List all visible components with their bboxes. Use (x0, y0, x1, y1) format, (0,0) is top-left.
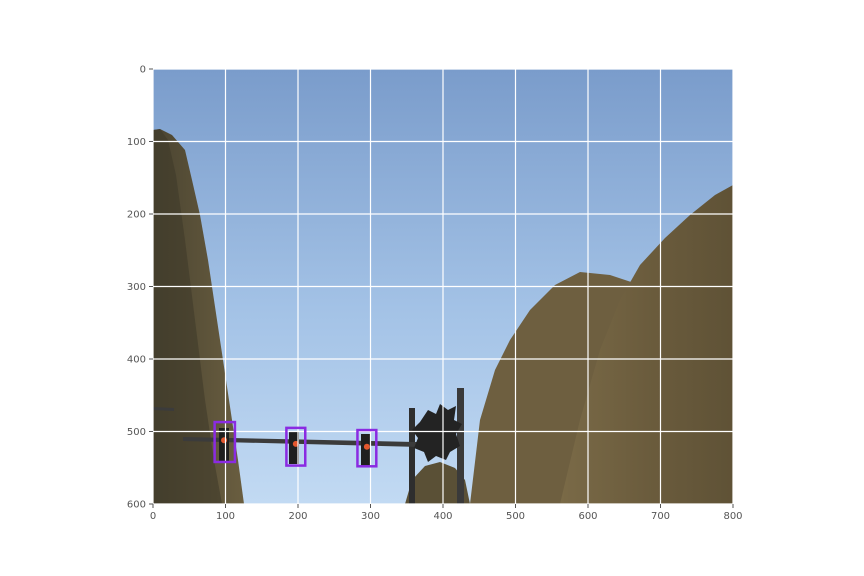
traffic-light-1-lamp (221, 437, 228, 444)
x-axis: 0 100 200 300 400 500 600 700 800 (150, 504, 743, 522)
y-tick-label: 0 (140, 65, 146, 76)
y-tick-label: 100 (127, 137, 146, 148)
traffic-light-1-housing (219, 428, 229, 461)
traffic-light-2-housing (289, 431, 299, 464)
y-tick-label: 600 (127, 500, 146, 511)
traffic-light-3-housing (361, 434, 371, 467)
x-tick-label: 600 (578, 511, 597, 522)
traffic-light-2-lamp (292, 440, 299, 447)
bounding-box-2 (285, 426, 307, 467)
x-tick-label: 100 (216, 511, 235, 522)
bounding-boxes (213, 420, 378, 468)
small-hill (405, 462, 470, 504)
traffic-light-3-lamp (363, 443, 370, 450)
right-hillside-front (560, 185, 733, 504)
signal-arm (183, 437, 460, 448)
x-tick-label: 700 (651, 511, 670, 522)
pole-near (457, 388, 464, 504)
tree (412, 404, 462, 462)
x-tick-label: 300 (361, 511, 380, 522)
y-tick-label: 400 (127, 355, 146, 366)
x-tick-label: 0 (150, 511, 156, 522)
x-tick-label: 400 (433, 511, 452, 522)
x-tick-label: 200 (288, 511, 307, 522)
left-arm-stub (153, 407, 174, 411)
bounding-box-1 (213, 420, 237, 464)
y-tick-label: 500 (127, 427, 146, 438)
bounding-box-3 (356, 428, 378, 468)
x-tick-label: 800 (723, 511, 742, 522)
y-axis: 0 100 200 300 400 500 600 (127, 65, 153, 511)
pole-far (409, 408, 415, 504)
x-tick-label: 500 (506, 511, 525, 522)
y-tick-label: 200 (127, 210, 146, 221)
y-tick-label: 300 (127, 282, 146, 293)
